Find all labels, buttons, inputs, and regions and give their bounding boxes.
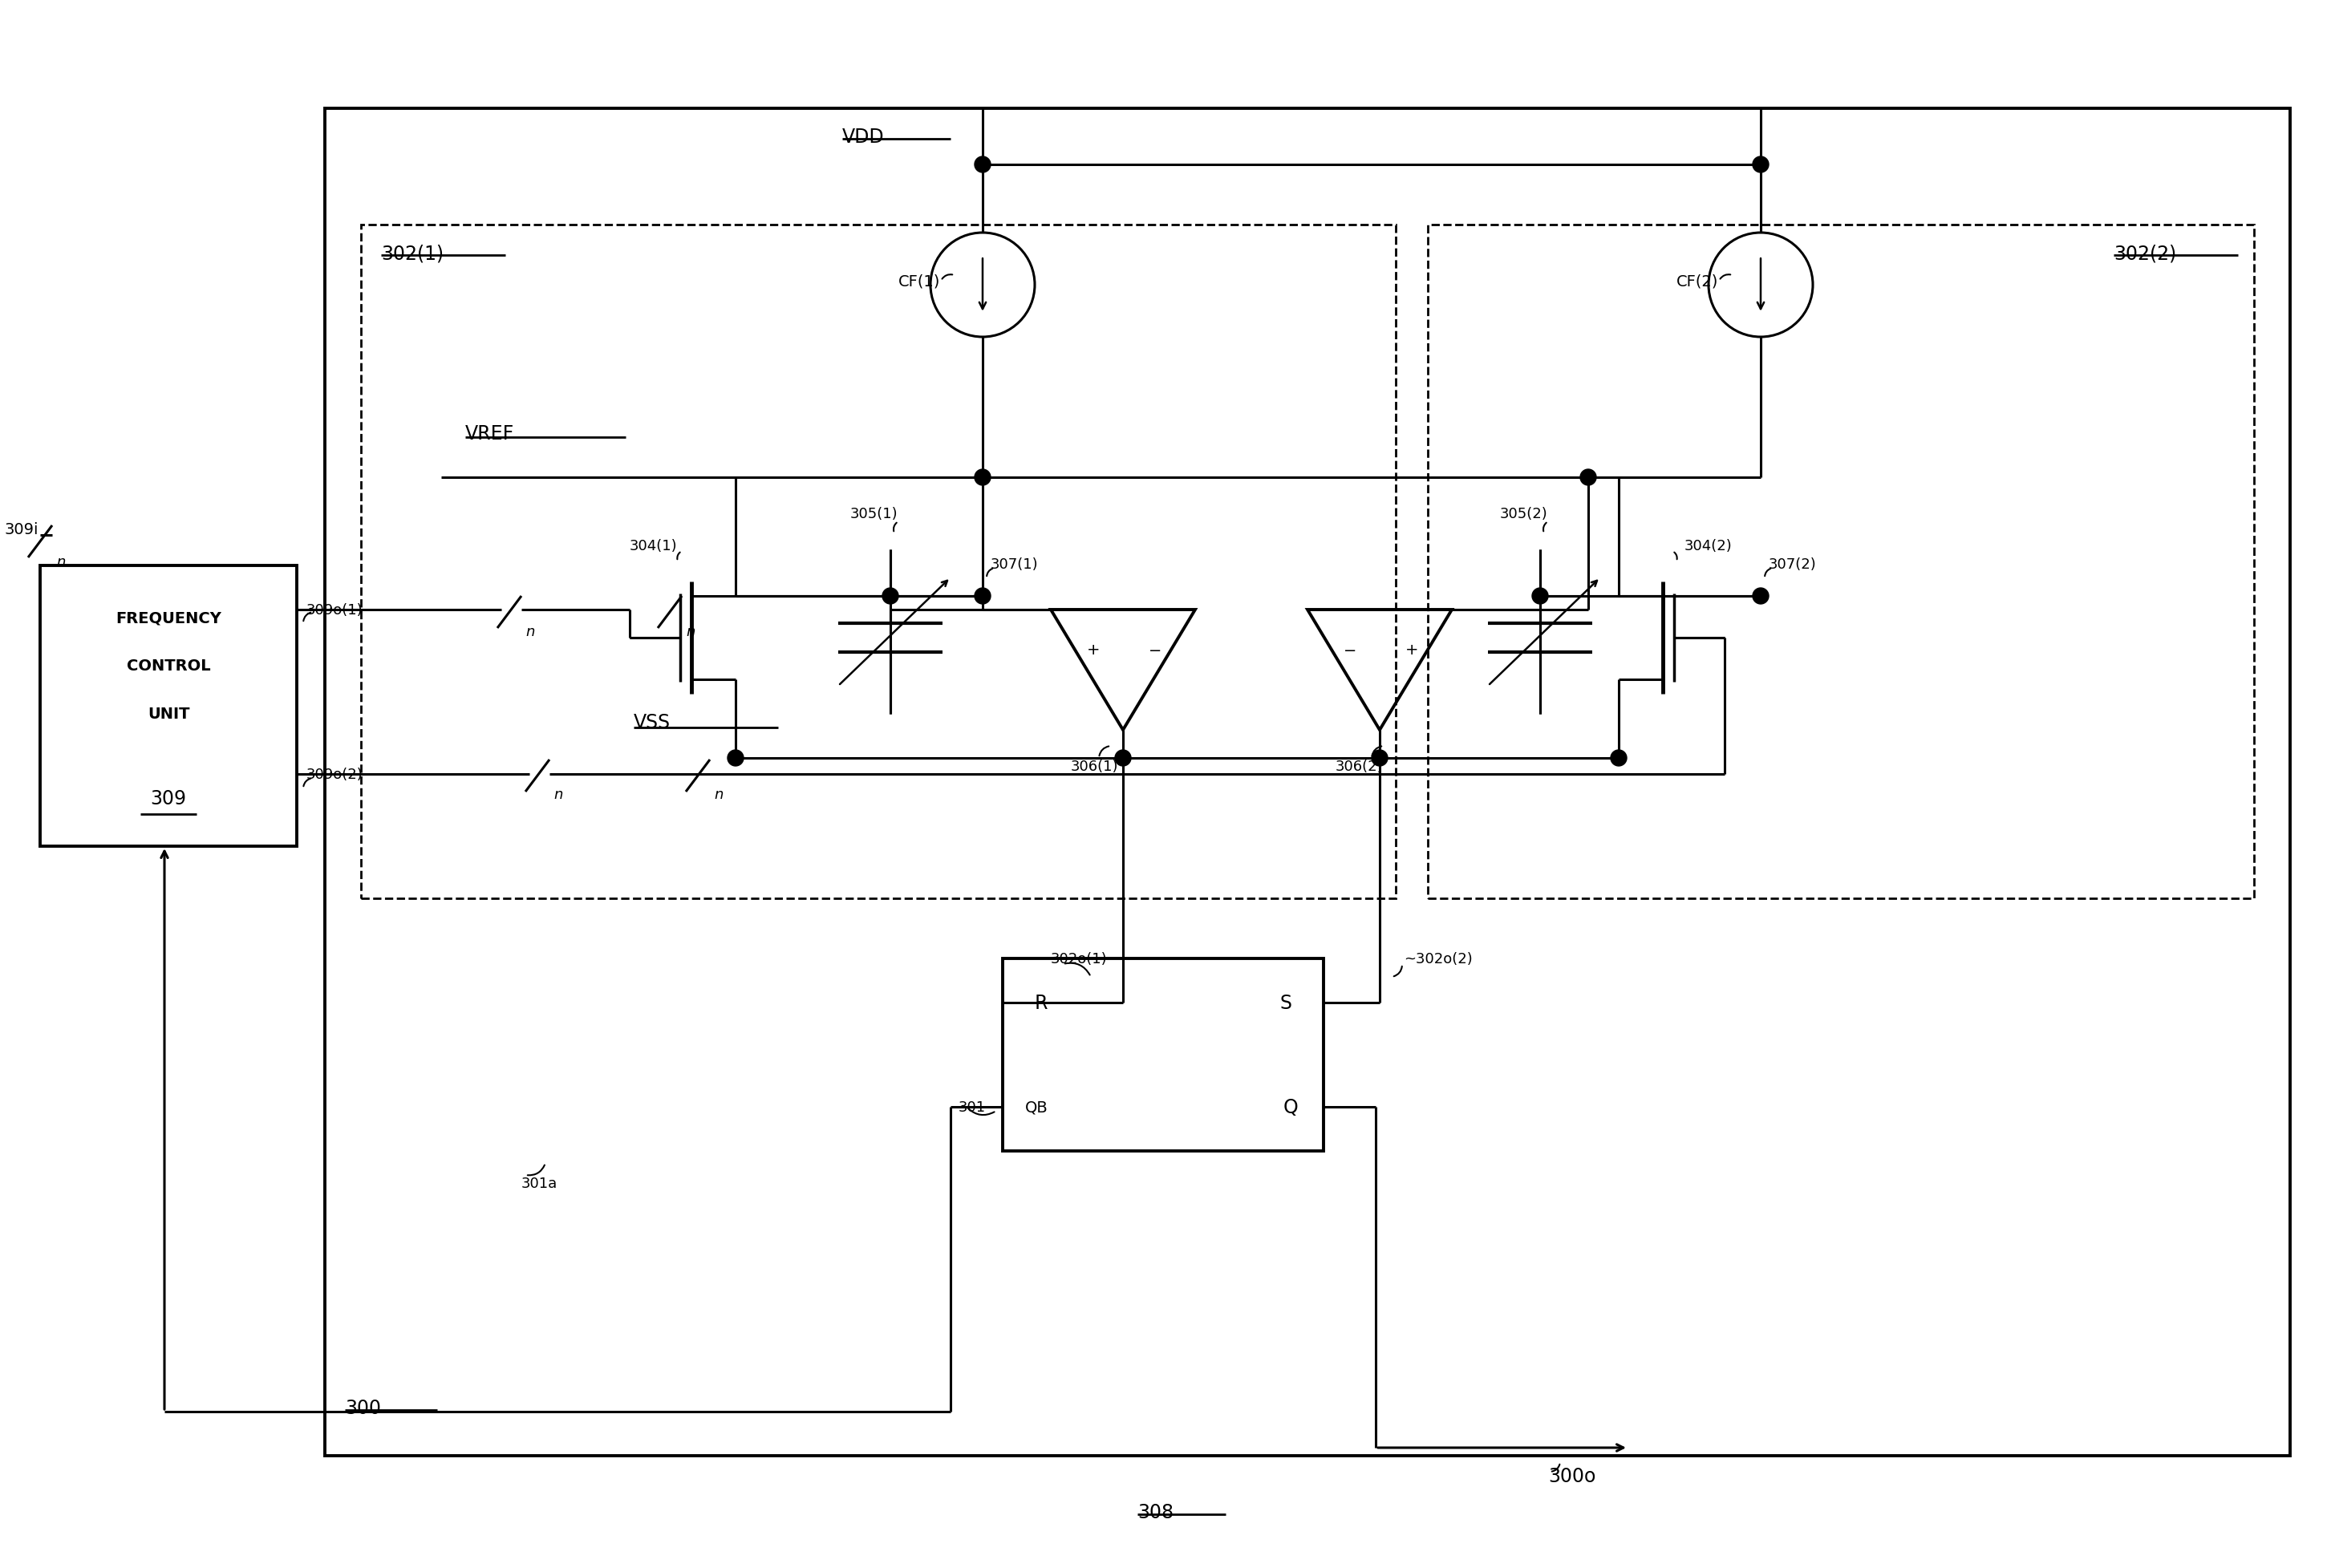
Text: n: n [56,555,65,569]
Circle shape [1753,157,1769,172]
Text: CONTROL: CONTROL [126,659,210,674]
Text: 304(2): 304(2) [1685,539,1732,554]
Circle shape [1114,751,1131,767]
Text: 309o(2): 309o(2) [305,767,364,781]
Circle shape [1531,588,1548,604]
Text: 300: 300 [345,1399,380,1417]
Text: ~302o(2): ~302o(2) [1403,952,1473,966]
Text: FREQUENCY: FREQUENCY [117,610,221,626]
Text: 305(1): 305(1) [851,506,897,521]
Text: 309: 309 [152,789,186,808]
Text: 305(2): 305(2) [1499,506,1548,521]
Text: 300o: 300o [1548,1466,1597,1485]
Text: 301: 301 [958,1099,986,1115]
Text: n: n [552,787,562,801]
Bar [324,110,2289,1455]
Text: S: S [1280,993,1291,1013]
Text: 302o(1): 302o(1) [1051,952,1107,966]
Text: 301a: 301a [522,1176,557,1190]
Text: CF(2): CF(2) [1676,274,1718,289]
Text: −: − [1149,643,1161,657]
Text: 304(1): 304(1) [629,539,678,554]
Bar [1429,226,2254,898]
Text: QB: QB [1026,1099,1049,1115]
Text: n: n [524,624,534,638]
Circle shape [974,157,991,172]
Text: 307(2): 307(2) [1769,557,1816,572]
Text: 309i: 309i [5,522,37,538]
Circle shape [1611,751,1627,767]
Text: VDD: VDD [841,127,883,147]
Text: 308: 308 [1138,1502,1172,1521]
Text: n: n [685,624,695,638]
Circle shape [974,470,991,486]
Text: R: R [1035,993,1049,1013]
Text: VSS: VSS [634,712,671,732]
Text: −: − [1343,643,1357,657]
Text: 306(1): 306(1) [1070,759,1119,773]
Circle shape [883,588,897,604]
Text: 302(2): 302(2) [2114,243,2177,263]
Text: +: + [1406,643,1420,657]
Circle shape [1580,470,1597,486]
Text: 306(2): 306(2) [1336,759,1382,773]
Text: n: n [713,787,723,801]
Bar [361,226,1396,898]
Circle shape [974,588,991,604]
Circle shape [1753,588,1769,604]
Text: CF(1): CF(1) [897,274,939,289]
Text: +: + [1086,643,1100,657]
Text: 307(1): 307(1) [991,557,1040,572]
Text: VREF: VREF [466,423,515,444]
Text: 309o(1): 309o(1) [305,602,364,618]
Circle shape [727,751,744,767]
Circle shape [1371,751,1387,767]
Text: Q: Q [1284,1098,1298,1116]
Bar [1002,958,1324,1151]
Bar [40,566,296,847]
Text: UNIT: UNIT [147,707,189,721]
Text: 302(1): 302(1) [380,243,443,263]
